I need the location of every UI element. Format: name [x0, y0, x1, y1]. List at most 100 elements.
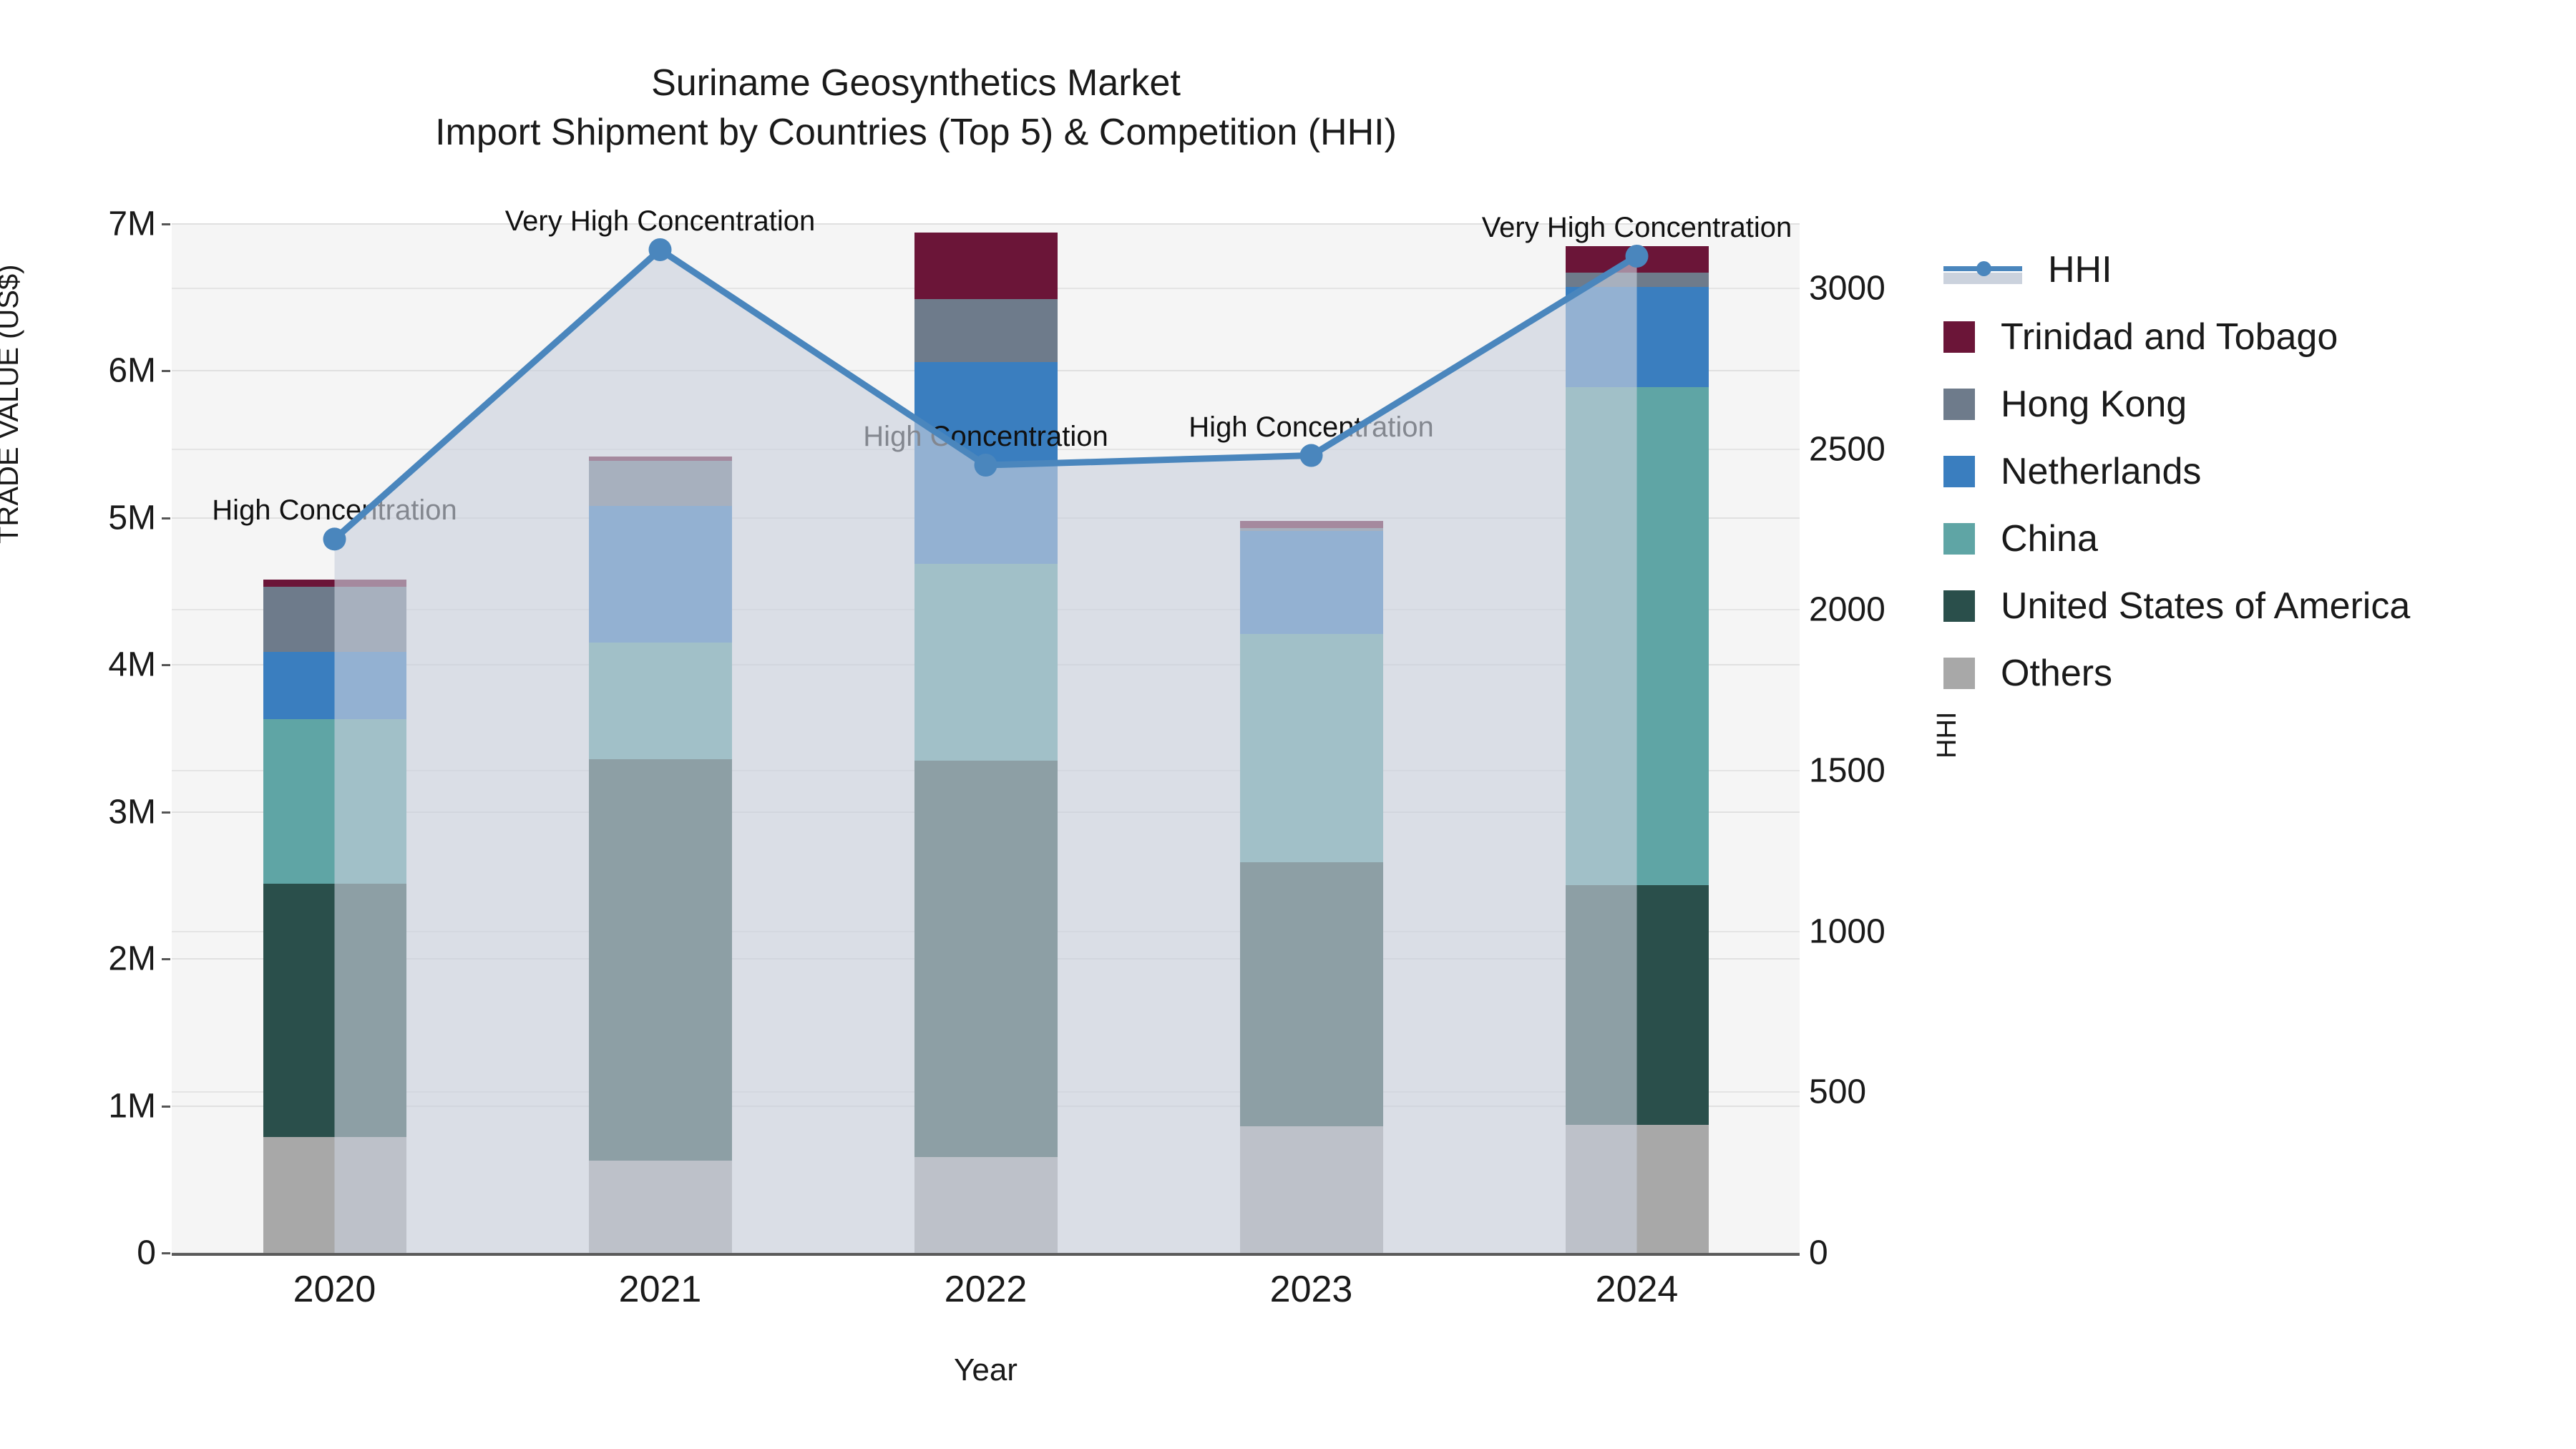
- y-tick-label-left: 5M: [108, 499, 156, 537]
- page-subtitle: Import Shipment by Countries (Top 5) & C…: [435, 111, 1397, 153]
- bar-segment-china[interactable]: [1565, 387, 1709, 886]
- legend-item-hhi[interactable]: HHI: [1943, 236, 2559, 303]
- legend-swatch-icon: [1943, 456, 1975, 487]
- bar-segment-hong-kong[interactable]: [914, 298, 1058, 363]
- bar-segment-china[interactable]: [263, 719, 406, 884]
- x-tick-label-2020: 2020: [293, 1269, 376, 1310]
- legend-swatch-icon: [1943, 389, 1975, 420]
- legend-item-netherlands[interactable]: Netherlands: [1943, 438, 2559, 505]
- bar-segment-others[interactable]: [588, 1160, 732, 1253]
- y-tick-label-left: 2M: [108, 940, 156, 978]
- y-tick-mark-left: [162, 517, 170, 519]
- gridline: [172, 223, 1800, 225]
- legend-label: Netherlands: [2001, 451, 2202, 492]
- bar-stack-2021[interactable]: [588, 456, 732, 1253]
- legend-swatch-icon: [1943, 523, 1975, 555]
- annotation-2022: High Concentration: [863, 421, 1108, 453]
- legend-label: China: [2001, 518, 2098, 560]
- bar-segment-united-states-of-america[interactable]: [263, 884, 406, 1137]
- y-tick-mark-left: [162, 223, 170, 225]
- legend-label: HHI: [2048, 249, 2112, 291]
- bar-segment-trinidad-and-tobago[interactable]: [914, 233, 1058, 299]
- page-title: Suriname Geosynthetics Market: [651, 62, 1181, 104]
- y-tick-label-left: 1M: [108, 1087, 156, 1126]
- legend-label: Others: [2001, 653, 2113, 694]
- bar-segment-netherlands[interactable]: [914, 362, 1058, 564]
- x-axis-label: Year: [954, 1352, 1018, 1387]
- y-tick-mark-left: [162, 811, 170, 814]
- bar-segment-netherlands[interactable]: [1565, 287, 1709, 388]
- y-axis-left-label: TRADE VALUE (US$): [0, 264, 24, 544]
- y-tick-label-left: 7M: [108, 205, 156, 243]
- bar-segment-hong-kong[interactable]: [1239, 528, 1383, 532]
- y-tick-label-right: 3000: [1809, 269, 1885, 308]
- legend-label: Trinidad and Tobago: [2001, 316, 2338, 358]
- x-tick-label-2024: 2024: [1595, 1269, 1679, 1310]
- y-tick-label-left: 4M: [108, 645, 156, 684]
- y-tick-mark-left: [162, 958, 170, 961]
- legend-item-hong-kong[interactable]: Hong Kong: [1943, 371, 2559, 438]
- y-tick-label-left: 0: [137, 1234, 156, 1272]
- bar-segment-hong-kong[interactable]: [263, 587, 406, 652]
- chart-title-block: Suriname Geosynthetics Market Import Shi…: [0, 59, 1832, 157]
- y-tick-mark-left: [162, 1252, 170, 1254]
- legend-item-others[interactable]: Others: [1943, 640, 2559, 707]
- bar-segment-netherlands[interactable]: [263, 651, 406, 720]
- y-axis-right-label: HHI: [1932, 711, 1962, 758]
- annotation-2020: High Concentration: [212, 494, 457, 527]
- bar-segment-others[interactable]: [1239, 1126, 1383, 1253]
- y-tick-label-left: 6M: [108, 351, 156, 390]
- legend-item-trinidad-and-tobago[interactable]: Trinidad and Tobago: [1943, 303, 2559, 371]
- bar-stack-2022[interactable]: [914, 233, 1058, 1253]
- y-tick-mark-left: [162, 664, 170, 667]
- bar-segment-hong-kong[interactable]: [1565, 272, 1709, 288]
- x-tick-label-2022: 2022: [944, 1269, 1028, 1310]
- bar-segment-china[interactable]: [914, 563, 1058, 761]
- bar-segment-china[interactable]: [588, 643, 732, 759]
- y-tick-label-right: 1500: [1809, 751, 1885, 790]
- bar-segment-others[interactable]: [914, 1157, 1058, 1253]
- x-axis-line: [172, 1253, 1800, 1256]
- bar-segment-trinidad-and-tobago[interactable]: [588, 456, 732, 461]
- legend-swatch-icon: [1943, 590, 1975, 622]
- bar-segment-china[interactable]: [1239, 634, 1383, 862]
- bar-stack-2024[interactable]: [1565, 245, 1709, 1253]
- bar-segment-hong-kong[interactable]: [588, 460, 732, 507]
- bar-segment-united-states-of-america[interactable]: [914, 760, 1058, 1158]
- bar-segment-netherlands[interactable]: [1239, 531, 1383, 635]
- x-tick-label-2021: 2021: [618, 1269, 702, 1310]
- bar-stack-2023[interactable]: [1239, 520, 1383, 1253]
- bar-segment-trinidad-and-tobago[interactable]: [1239, 520, 1383, 529]
- bar-segment-united-states-of-america[interactable]: [1565, 885, 1709, 1126]
- legend-item-united-states-of-america[interactable]: United States of America: [1943, 572, 2559, 640]
- bar-segment-united-states-of-america[interactable]: [1239, 862, 1383, 1127]
- legend-swatch-icon: [1943, 321, 1975, 353]
- y-tick-label-right: 2500: [1809, 430, 1885, 469]
- bar-segment-united-states-of-america[interactable]: [588, 758, 732, 1161]
- annotation-2024: Very High Concentration: [1481, 211, 1792, 243]
- chart-legend: HHI Trinidad and Tobago Hong Kong Netherlan…: [1943, 236, 2559, 707]
- legend-line-marker-icon: [1943, 254, 2022, 286]
- x-tick-label-2023: 2023: [1269, 1269, 1353, 1310]
- y-tick-label-right: 500: [1809, 1073, 1867, 1111]
- y-tick-mark-left: [162, 370, 170, 373]
- annotation-2023: High Concentration: [1189, 411, 1434, 443]
- annotation-2021: Very High Concentration: [504, 205, 816, 237]
- y-tick-label-right: 1000: [1809, 912, 1885, 951]
- bar-segment-trinidad-and-tobago[interactable]: [263, 580, 406, 587]
- bar-segment-trinidad-and-tobago[interactable]: [1565, 245, 1709, 273]
- legend-label: Hong Kong: [2001, 384, 2187, 425]
- y-tick-label-left: 3M: [108, 793, 156, 831]
- y-tick-label-right: 0: [1809, 1234, 1828, 1272]
- y-tick-mark-left: [162, 1105, 170, 1108]
- bar-stack-2020[interactable]: [263, 580, 406, 1253]
- legend-swatch-icon: [1943, 658, 1975, 689]
- plot-area: [172, 223, 1800, 1254]
- bar-segment-others[interactable]: [263, 1136, 406, 1253]
- legend-label: United States of America: [2001, 585, 2411, 627]
- legend-item-china[interactable]: China: [1943, 505, 2559, 572]
- bar-segment-netherlands[interactable]: [588, 506, 732, 643]
- bar-segment-others[interactable]: [1565, 1125, 1709, 1253]
- y-tick-label-right: 2000: [1809, 590, 1885, 629]
